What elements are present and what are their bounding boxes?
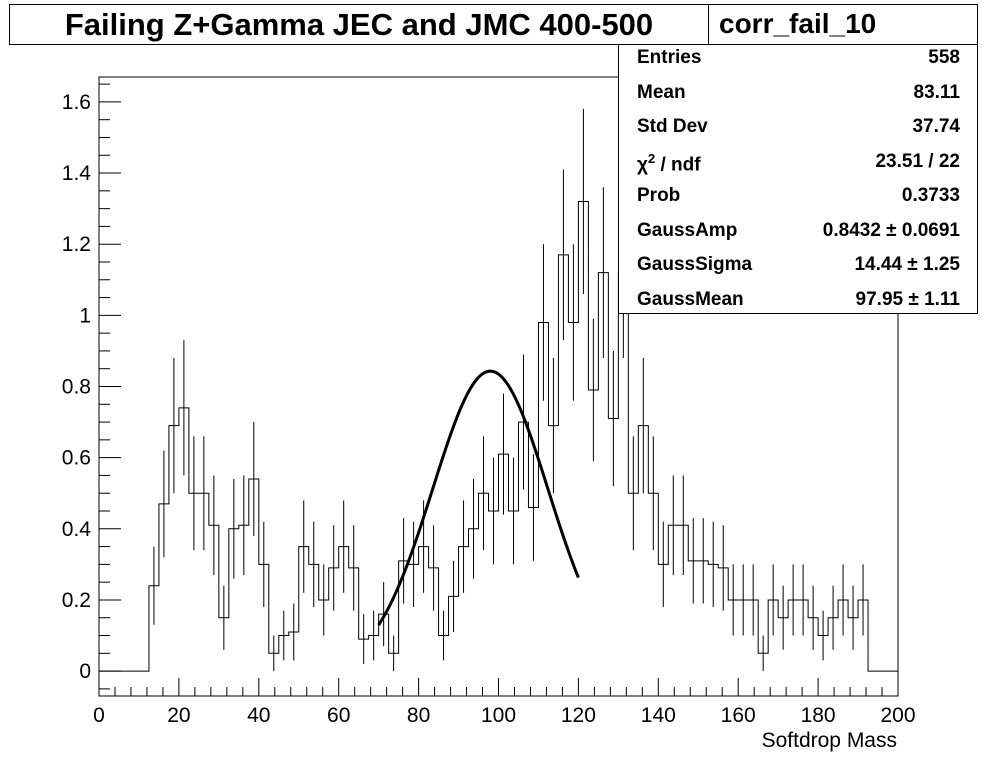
x-axis-ticks: 0 20 40 60 80 100 120 140 160 180 200: [93, 678, 916, 727]
x-tick-label: 0: [93, 704, 105, 727]
x-tick-label: 120: [561, 704, 596, 727]
gauss-fit-curve: [377, 369, 580, 626]
stat-label: GaussMean: [637, 288, 744, 310]
stat-label: GaussAmp: [637, 219, 738, 241]
x-tick-label: 60: [327, 704, 350, 727]
x-tick-label: 140: [641, 704, 676, 727]
stats-box-name: corr_fail_10: [708, 4, 978, 45]
stats-box: Entries 558 Mean 83.11 Std Dev 37.74 χ2 / ndf 2…: [618, 44, 978, 314]
stat-label: Std Dev: [637, 116, 708, 137]
stat-value: 558: [928, 47, 960, 68]
stat-row: Entries 558: [637, 47, 960, 81]
y-tick-label: 1: [79, 304, 91, 327]
stat-label: Entries: [637, 47, 702, 68]
stat-row: Std Dev 37.74: [637, 116, 960, 150]
y-tick-label: 0.8: [62, 376, 91, 399]
stat-row: Mean 83.11: [637, 82, 960, 116]
x-tick-label: 200: [880, 704, 915, 727]
y-tick-label: 0: [79, 660, 91, 683]
stat-row: χ2 / ndf 23.51 / 22: [637, 151, 960, 185]
stat-label: Mean: [637, 81, 686, 103]
stat-label: χ2 / ndf: [637, 150, 701, 175]
stat-row: GaussAmp 0.8432 ± 0.0691: [637, 220, 960, 254]
y-tick-label: 1.2: [62, 233, 91, 256]
stat-value: 0.8432 ± 0.0691: [822, 219, 960, 241]
y-axis-ticks: 0 0.2 0.4 0.6 0.8 1 1.2 1.4 1.6: [62, 83, 121, 690]
stat-row: Prob 0.3733: [637, 185, 960, 219]
stat-value: 97.95 ± 1.11: [855, 288, 960, 310]
x-tick-label: 20: [167, 704, 190, 727]
stat-row: GaussMean 97.95 ± 1.11: [637, 289, 960, 323]
stat-value: 14.44 ± 1.25: [854, 254, 960, 275]
histogram-steps: [99, 201, 898, 672]
stat-row: GaussSigma 14.44 ± 1.25: [637, 254, 960, 288]
y-tick-label: 1.4: [62, 162, 92, 185]
y-tick-label: 0.4: [62, 518, 92, 541]
y-tick-label: 0.6: [62, 447, 91, 470]
stat-label: Prob: [637, 185, 681, 206]
stat-value: 0.3733: [901, 185, 960, 206]
x-tick-label: 80: [407, 704, 430, 727]
chart-title: Failing Z+Gamma JEC and JMC 400-500: [9, 4, 709, 45]
x-tick-label: 160: [721, 704, 756, 727]
stat-value: 83.11: [913, 81, 961, 103]
x-tick-label: 180: [801, 704, 836, 727]
stat-label: GaussSigma: [637, 254, 753, 275]
y-tick-label: 0.2: [62, 589, 91, 612]
x-tick-label: 100: [481, 704, 516, 727]
stat-value: 23.51 / 22: [875, 150, 960, 172]
y-tick-label: 1.6: [62, 91, 91, 114]
x-tick-label: 40: [247, 704, 270, 727]
x-axis-label: Softdrop Mass: [762, 729, 897, 752]
stat-value: 37.74: [912, 116, 960, 137]
